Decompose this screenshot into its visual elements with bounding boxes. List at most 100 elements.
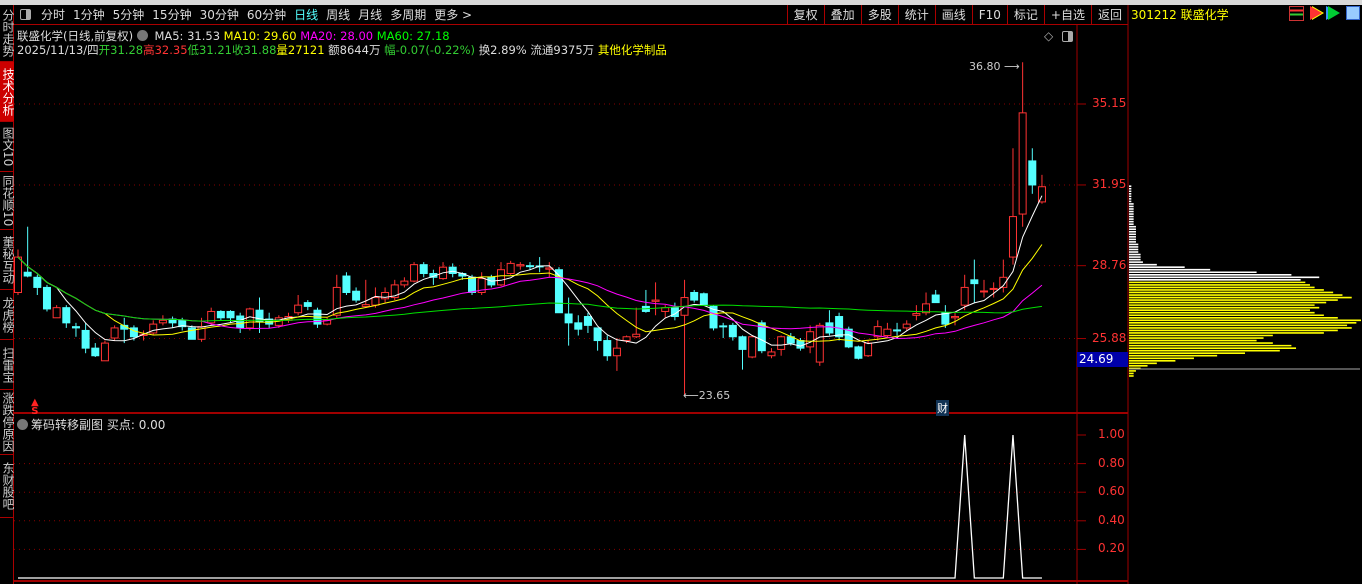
tab-period[interactable]: 周线 <box>326 7 351 22</box>
candle-body <box>670 307 679 318</box>
diamond-icon[interactable]: ◇ <box>1044 29 1054 43</box>
close-value: 31.88 <box>243 43 277 57</box>
candle-body <box>951 316 960 319</box>
sidebar-tab[interactable]: 同花顺10 <box>0 172 14 230</box>
candle-body <box>149 323 158 334</box>
toolbar-button[interactable]: 标记 <box>1006 5 1044 25</box>
tab-period[interactable]: 月线 <box>358 7 383 22</box>
candle-body <box>748 336 757 358</box>
candle-body <box>738 336 747 350</box>
candle-body <box>651 299 660 302</box>
open-label: 开 <box>98 43 111 57</box>
sidebar-tab[interactable]: 涨跌停原因 <box>0 390 14 455</box>
candle-body <box>883 328 892 336</box>
price-tick-label: 25.88 <box>1092 330 1127 345</box>
period-toolbar: 分时 1分钟 5分钟 15分钟 30分钟 60分钟 日线 周线 月线 多周期 更多 > 复权 叠加 多股… <box>14 5 1128 25</box>
ma5-label: MA5: 31.53 <box>154 29 221 43</box>
tab-period[interactable]: 日线 <box>294 7 319 22</box>
candle-body <box>303 302 312 307</box>
ma60-label: MA60: 27.18 <box>376 29 450 43</box>
tab-period[interactable]: 分时 <box>41 7 66 22</box>
dropdown-icon[interactable] <box>17 419 28 430</box>
open-value: 31.28 <box>110 43 144 57</box>
candle-body <box>960 286 969 306</box>
toolbar-button[interactable]: 返回 <box>1090 5 1128 25</box>
candle-body <box>796 340 805 349</box>
candle-body <box>912 312 921 316</box>
candle-body <box>767 351 776 357</box>
sidebar-tab[interactable]: 东财股吧 <box>0 455 14 518</box>
cursor-price-label: 24.69 <box>1077 352 1128 367</box>
tab-period[interactable]: 60分钟 <box>246 7 287 22</box>
volume-value: 27121 <box>287 43 325 57</box>
toolbar-button[interactable]: 复权 <box>786 5 824 25</box>
toolbar-button[interactable]: 多股 <box>860 5 898 25</box>
candle-body <box>999 276 1008 288</box>
panel-toggle-icon[interactable] <box>1062 31 1073 42</box>
high-value: 32.35 <box>154 43 188 57</box>
candle-body <box>1037 186 1046 203</box>
candle-body <box>854 346 863 359</box>
tab-period[interactable]: 更多 > <box>434 7 473 22</box>
sidebar: 分时走势 技术分析 图文10 同花顺10 董秘互动 龙虎榜 扫雷宝 涨跌停原因 东财股吧 <box>0 5 14 584</box>
candle-body <box>71 326 80 329</box>
sidebar-tab[interactable]: 董秘互动 <box>0 230 14 290</box>
candle-body <box>400 280 409 286</box>
tab-period[interactable]: 5分钟 <box>112 7 145 22</box>
candle-body <box>902 323 911 329</box>
ma20-label: MA20: 28.00 <box>300 29 374 43</box>
toolbar-button[interactable]: 叠加 <box>823 5 861 25</box>
industry-link[interactable]: 其他化学制品 <box>597 43 667 57</box>
toolbar-button[interactable]: F10 <box>971 5 1007 25</box>
candle-body <box>757 322 766 352</box>
stock-code-name: 301212 联盛化学 <box>1131 8 1229 22</box>
sidebar-tab[interactable]: 技术分析 <box>0 62 14 122</box>
float-shares: 流通9375万 <box>530 43 595 57</box>
flag-green-icon[interactable] <box>1328 6 1340 20</box>
tab-period[interactable]: 30分钟 <box>199 7 239 22</box>
candle-body <box>825 322 834 334</box>
sub-chart-title: 筹码转移副图 <box>31 418 104 432</box>
window-icon[interactable] <box>1346 6 1360 20</box>
candle-body <box>52 307 61 319</box>
sidebar-tab[interactable]: 分时走势 <box>0 5 14 62</box>
tab-period[interactable]: 1分钟 <box>73 7 105 22</box>
high-label: 高 <box>143 43 155 57</box>
flag-red-icon[interactable] <box>1310 6 1322 20</box>
candle-body <box>14 256 22 293</box>
candle-body <box>777 336 786 350</box>
candle-body <box>980 290 988 293</box>
sidebar-tab[interactable]: 扫雷宝 <box>0 340 14 390</box>
candle-body <box>893 329 902 332</box>
date: 2025/11/13/四 <box>17 43 99 57</box>
tab-period[interactable]: 15分钟 <box>152 7 192 22</box>
candle-body <box>332 286 341 316</box>
finance-marker[interactable]: 财 <box>936 400 949 416</box>
candle-body <box>728 324 737 338</box>
candle-body <box>941 312 950 325</box>
dropdown-icon[interactable] <box>136 30 148 41</box>
candle-body <box>989 287 998 290</box>
candle-body <box>699 293 708 306</box>
candle-body <box>806 331 815 348</box>
candle-body <box>516 264 525 267</box>
candle-body <box>352 290 361 301</box>
chip-distribution-icon[interactable] <box>1289 6 1304 21</box>
sub-indicator-line <box>18 434 1042 579</box>
panel-toggle-icon[interactable] <box>14 5 37 25</box>
candle-body <box>100 342 109 362</box>
toolbar-button[interactable]: +自选 <box>1043 5 1091 25</box>
candle-body <box>719 325 728 328</box>
sidebar-tab[interactable]: 图文10 <box>0 122 14 172</box>
candle-body <box>477 278 486 293</box>
candle-body <box>612 347 621 357</box>
sub-chart-legend: 筹码转移副图 买点: 0.00 <box>17 416 165 433</box>
ma-line-ma10 <box>17 244 1043 342</box>
ma-line-ma5 <box>17 195 1043 347</box>
sub-tick-label: 1.00 <box>1098 427 1125 441</box>
tab-period[interactable]: 多周期 <box>390 7 427 22</box>
sidebar-tab[interactable]: 龙虎榜 <box>0 290 14 340</box>
toolbar-button[interactable]: 画线 <box>934 5 972 25</box>
toolbar-button[interactable]: 统计 <box>897 5 935 25</box>
